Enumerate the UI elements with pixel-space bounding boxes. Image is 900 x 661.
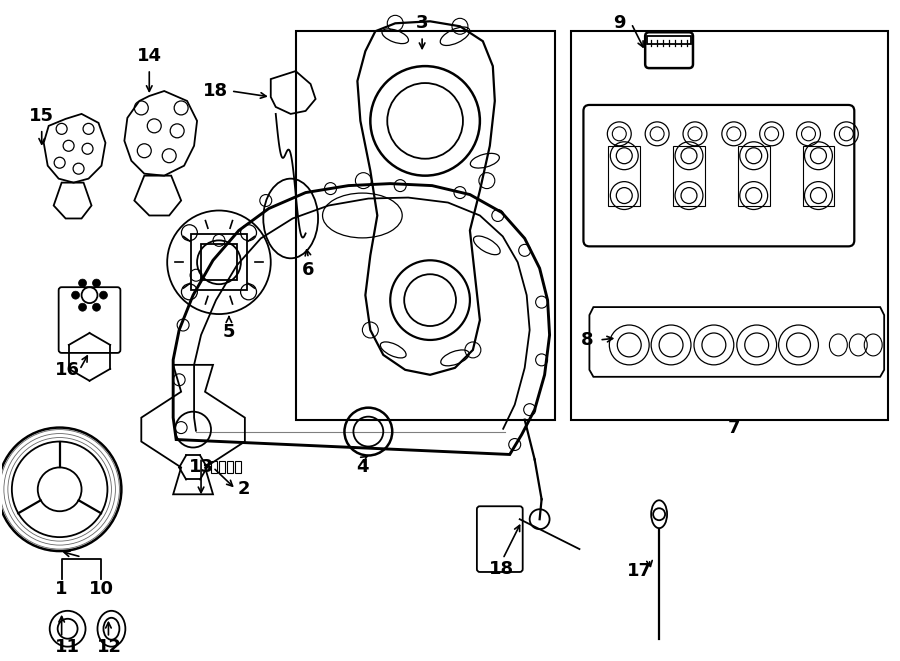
Circle shape [93, 279, 101, 287]
Text: 9: 9 [613, 15, 626, 32]
Text: 5: 5 [222, 323, 235, 341]
Bar [219, 461, 225, 473]
Bar [572, 31, 888, 420]
Text: 13: 13 [189, 459, 213, 477]
Bar [673, 146, 705, 206]
Text: 4: 4 [356, 459, 369, 477]
Text: 15: 15 [29, 107, 54, 125]
Circle shape [100, 291, 107, 299]
Text: 14: 14 [137, 47, 162, 65]
Text: 3: 3 [416, 15, 428, 32]
Text: 7: 7 [727, 418, 740, 436]
Bar [738, 146, 770, 206]
Text: 17: 17 [626, 562, 652, 580]
Bar [235, 461, 241, 473]
Text: 16: 16 [55, 361, 80, 379]
Text: 1: 1 [56, 580, 68, 598]
Bar [608, 146, 640, 206]
Bar [647, 36, 691, 44]
Bar [296, 31, 554, 420]
Text: 18: 18 [203, 82, 229, 100]
Text: 2: 2 [238, 481, 250, 498]
Circle shape [72, 291, 79, 299]
Text: 8: 8 [581, 331, 594, 349]
Bar [191, 235, 247, 290]
Text: 10: 10 [89, 580, 114, 598]
Bar [803, 146, 834, 206]
Text: 11: 11 [55, 638, 80, 656]
Bar [201, 245, 237, 280]
Text: 6: 6 [302, 261, 315, 279]
Circle shape [78, 279, 86, 287]
Circle shape [78, 303, 86, 311]
Circle shape [93, 303, 101, 311]
Text: 18: 18 [490, 560, 514, 578]
Text: 12: 12 [97, 638, 122, 656]
Bar [211, 461, 217, 473]
Bar [227, 461, 233, 473]
